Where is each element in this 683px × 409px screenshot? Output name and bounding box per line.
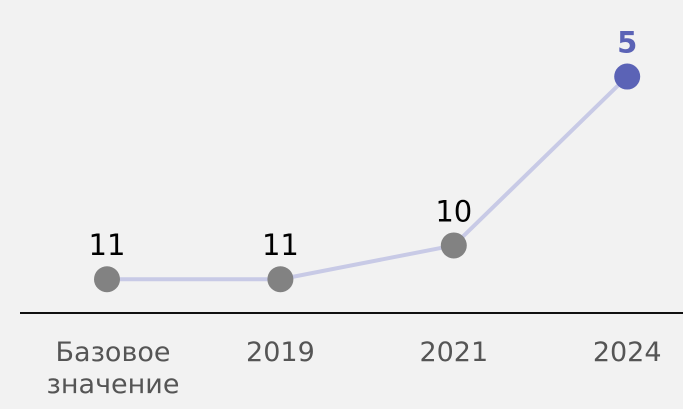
point	[94, 266, 120, 293]
point	[440, 232, 467, 259]
line	[107, 75, 629, 282]
x-tick-label: Базовое значение	[46, 337, 180, 400]
x-tick-label: 2021	[419, 337, 489, 368]
data-label: 10	[435, 194, 472, 228]
x-tick-label: 2019	[246, 337, 315, 368]
point	[267, 266, 294, 293]
point	[614, 63, 641, 90]
x-tick-label: 2024	[592, 337, 662, 368]
data-label: 5	[617, 26, 637, 60]
data-label: 11	[262, 228, 299, 262]
data-label: 11	[89, 228, 126, 262]
